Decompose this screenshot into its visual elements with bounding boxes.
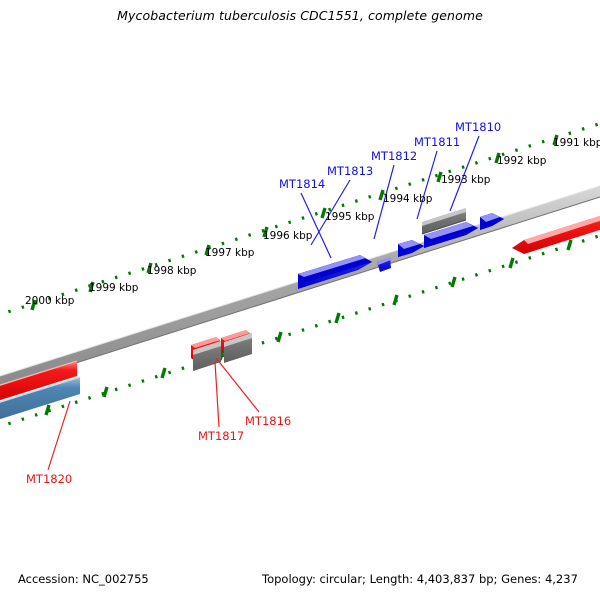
ruler-label-1994: 1994 kbp bbox=[383, 193, 433, 205]
leader-mt1816 bbox=[215, 357, 260, 413]
ruler-label-1998: 1998 kbp bbox=[147, 265, 197, 277]
gene-feature-mt1816-gray[interactable] bbox=[224, 333, 252, 363]
ruler-lower-major-ticks bbox=[44, 239, 573, 416]
leader-mt1820 bbox=[47, 400, 71, 471]
gene-label-mt1811[interactable]: MT1811 bbox=[414, 135, 461, 149]
gene-feature-mt1820-red[interactable] bbox=[0, 360, 78, 402]
ruler-lower bbox=[0, 233, 600, 429]
ruler-upper bbox=[0, 121, 600, 317]
ruler-label-2000: 2000 kbp bbox=[25, 295, 75, 307]
leader-lines-red bbox=[47, 357, 260, 471]
gene-label-mt1814[interactable]: MT1814 bbox=[279, 177, 326, 191]
ruler-lower-dots bbox=[0, 233, 600, 429]
gene-feature-mt1820-blue[interactable] bbox=[0, 376, 81, 421]
page-title: Mycobacterium tuberculosis CDC1551, comp… bbox=[117, 8, 483, 23]
gene-label-mt1813[interactable]: MT1813 bbox=[327, 164, 374, 178]
gene-label-mt1812[interactable]: MT1812 bbox=[371, 149, 418, 163]
gene-feature-mt1813[interactable] bbox=[398, 240, 424, 257]
gene-label-mt1810[interactable]: MT1810 bbox=[455, 120, 502, 134]
ruler-label-1997: 1997 kbp bbox=[205, 247, 255, 259]
leader-mt1813 bbox=[310, 179, 351, 246]
leader-mt1814 bbox=[300, 192, 332, 259]
leader-mt1812 bbox=[373, 164, 395, 240]
ruler-upper-dots bbox=[0, 121, 600, 317]
gene-feature-mt1812[interactable] bbox=[424, 222, 478, 248]
ruler-label-1991: 1991 kbp bbox=[553, 137, 600, 149]
gene-label-mt1816[interactable]: MT1816 bbox=[245, 414, 292, 428]
leader-mt1811 bbox=[416, 150, 438, 220]
leader-mt1810 bbox=[449, 135, 480, 212]
ruler-label-1995: 1995 kbp bbox=[325, 211, 375, 223]
leader-lines-blue bbox=[300, 135, 480, 259]
gene-feature-mt1813-small[interactable] bbox=[377, 257, 391, 272]
genome-axis-shadow bbox=[0, 196, 600, 388]
ruler-label-1999: 1999 kbp bbox=[89, 282, 139, 294]
ruler-label-1996: 1996 kbp bbox=[263, 230, 313, 242]
gene-feature-mt1811[interactable] bbox=[480, 213, 504, 230]
leader-mt1817 bbox=[214, 361, 220, 428]
gene-feature-mt1817-gray[interactable] bbox=[193, 341, 221, 371]
gene-label-mt1820[interactable]: MT1820 bbox=[26, 472, 73, 486]
accession-text: Accession: NC_002755 bbox=[18, 572, 149, 586]
ruler-label-1992: 1992 kbp bbox=[497, 155, 547, 167]
ruler-upper-major-ticks bbox=[30, 134, 559, 311]
gene-feature-mt1810-gray[interactable] bbox=[421, 208, 467, 235]
gene-label-mt1817[interactable]: MT1817 bbox=[198, 429, 245, 443]
genome-stats-text: Topology: circular; Length: 4,403,837 bp… bbox=[262, 572, 578, 586]
ruler-label-1993: 1993 kbp bbox=[441, 174, 491, 186]
gene-feature-right-red[interactable] bbox=[512, 214, 600, 254]
gene-feature-mt1814[interactable] bbox=[298, 255, 372, 289]
